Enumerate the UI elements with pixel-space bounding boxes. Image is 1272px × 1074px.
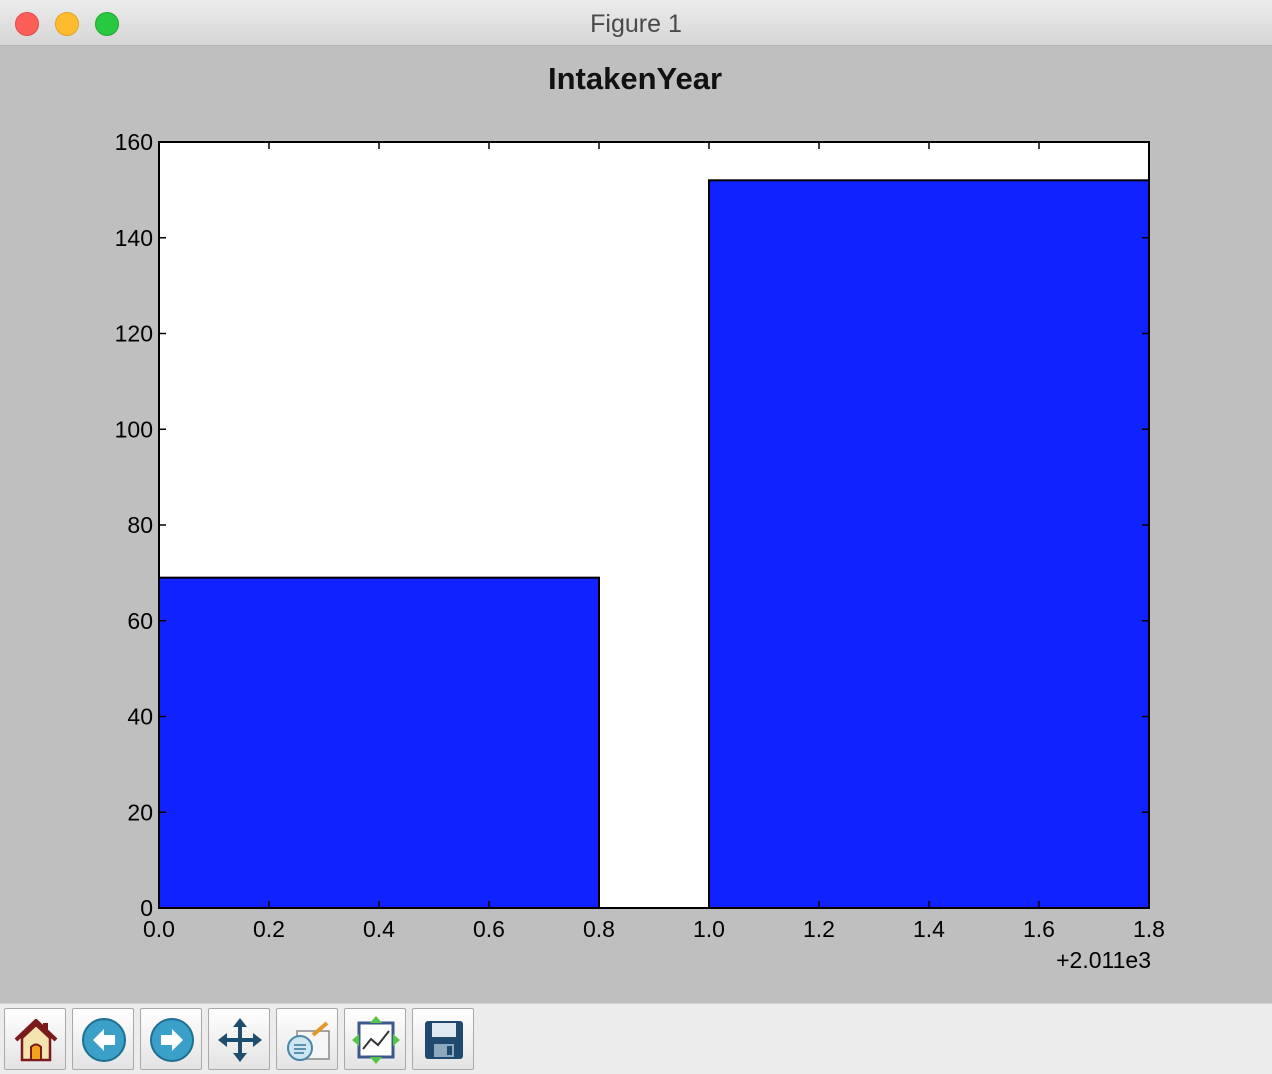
x-tick-label: 1.0 <box>693 916 725 942</box>
x-tick-label: 0.0 <box>143 916 175 942</box>
maximize-window-button[interactable] <box>95 12 119 36</box>
x-tick-label: 1.2 <box>803 916 835 942</box>
figure-canvas[interactable]: IntakenYear 0.0 0.2 0.4 0.6 0.8 1.0 1.2 1.4 1.6 1… <box>0 46 1272 1003</box>
x-offset-label: +2.011e3 <box>1056 947 1151 973</box>
x-tick-label: 0.6 <box>473 916 505 942</box>
subplots-icon <box>352 1016 400 1064</box>
y-tick-label: 160 <box>115 129 153 155</box>
navigation-toolbar <box>0 1003 1272 1074</box>
y-tick-label: 60 <box>127 608 153 634</box>
minimize-window-button[interactable] <box>55 12 79 36</box>
y-tick-label: 120 <box>115 321 153 347</box>
x-tick-label: 0.8 <box>583 916 615 942</box>
x-tick-label: 0.4 <box>363 916 395 942</box>
back-arrow-icon <box>82 1018 126 1062</box>
y-tick-label: 40 <box>127 704 153 730</box>
chart-title: IntakenYear <box>548 61 722 96</box>
window-title: Figure 1 <box>590 10 682 38</box>
x-tick-label: 0.2 <box>253 916 285 942</box>
zoom-button[interactable] <box>276 1008 338 1070</box>
bar-0 <box>158 576 600 909</box>
y-tick-label: 0 <box>140 895 153 921</box>
bar-1 <box>708 179 1150 910</box>
home-button[interactable] <box>4 1008 66 1070</box>
x-tick-label: 1.8 <box>1133 916 1165 942</box>
x-tick-label: 1.4 <box>913 916 945 942</box>
save-button[interactable] <box>412 1008 474 1070</box>
subplots-button[interactable] <box>344 1008 406 1070</box>
close-window-button[interactable] <box>15 12 39 36</box>
y-tick-label: 100 <box>115 416 153 442</box>
home-icon <box>14 1019 58 1062</box>
window-titlebar: Figure 1 <box>0 0 1272 46</box>
x-tick-label: 1.6 <box>1023 916 1055 942</box>
save-icon <box>425 1021 463 1059</box>
back-button[interactable] <box>72 1008 134 1070</box>
move-icon <box>218 1018 262 1062</box>
forward-button[interactable] <box>140 1008 202 1070</box>
forward-arrow-icon <box>150 1018 194 1062</box>
zoom-rect-icon <box>287 1021 330 1061</box>
y-tick-label: 80 <box>127 512 153 538</box>
y-tick-label: 140 <box>115 225 153 251</box>
y-tick-label: 20 <box>127 799 153 825</box>
pan-button[interactable] <box>208 1008 270 1070</box>
